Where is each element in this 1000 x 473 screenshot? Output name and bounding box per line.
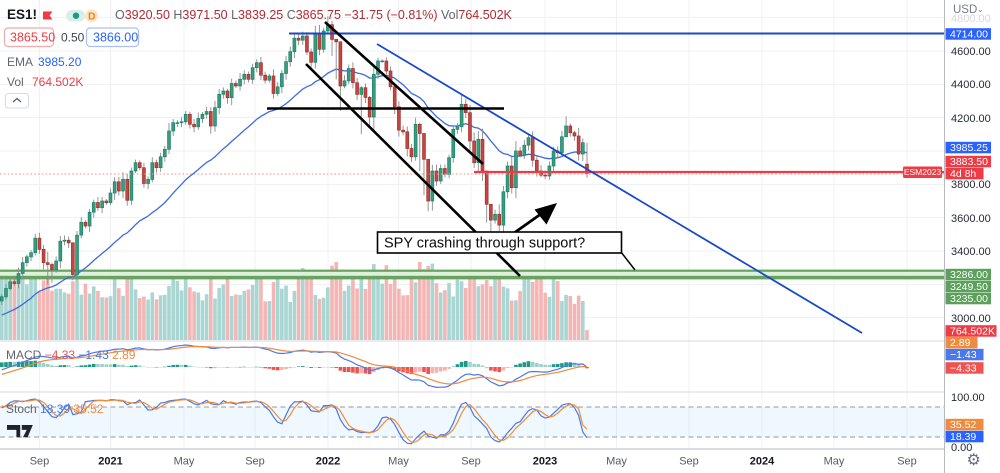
svg-text:2022: 2022 [316,456,340,468]
svg-text:4200.00: 4200.00 [951,113,991,125]
svg-text:MACD −4.33 −1.43 2.89: MACD −4.33 −1.43 2.89 [6,348,136,362]
svg-text:3866.00: 3866.00 [93,31,138,45]
svg-text:May: May [824,456,845,468]
svg-text:−1.43: −1.43 [950,349,977,361]
svg-text:3985.20: 3985.20 [38,55,82,69]
svg-text:Sep: Sep [679,456,699,468]
svg-text:3400.00: 3400.00 [951,246,991,258]
svg-text:4800.00: 4800.00 [951,13,991,25]
svg-text:3235.00: 3235.00 [950,293,988,305]
svg-text:3800.00: 3800.00 [951,179,991,191]
svg-text:764.502K: 764.502K [32,75,83,89]
svg-text:Sep: Sep [30,456,50,468]
svg-text:100.00: 100.00 [951,392,985,404]
svg-text:4600.00: 4600.00 [951,46,991,58]
svg-text:2.89: 2.89 [950,337,971,349]
svg-text:4714.00: 4714.00 [950,29,988,41]
svg-text:2021: 2021 [98,456,122,468]
svg-text:D: D [88,11,96,23]
svg-text:4d 8h: 4d 8h [950,168,976,180]
svg-text:ES1!: ES1! [7,7,37,22]
svg-text:3600.00: 3600.00 [951,213,991,225]
svg-text:Vol: Vol [7,75,24,89]
svg-text:⚙: ⚙ [967,452,981,469]
svg-text:USD: USD [953,4,977,16]
svg-text:4400.00: 4400.00 [951,79,991,91]
svg-text:3249.50: 3249.50 [950,281,988,293]
svg-text:3985.25: 3985.25 [950,142,988,154]
svg-text:3286.00: 3286.00 [950,269,988,281]
svg-text:SPY crashing through support?: SPY crashing through support? [384,236,585,252]
svg-text:EMA: EMA [7,55,33,69]
svg-text:3865.50: 3865.50 [10,31,55,45]
svg-text:⌄: ⌄ [977,5,984,14]
svg-text:Sep: Sep [245,456,265,468]
svg-text:764.502K: 764.502K [950,326,995,338]
svg-text:May: May [388,456,409,468]
svg-text:0.50: 0.50 [61,31,85,45]
svg-text:Stoch 18.39 35.52: Stoch 18.39 35.52 [6,402,104,416]
svg-text:35.52: 35.52 [950,419,976,431]
svg-text:May: May [606,456,627,468]
svg-text:3883.50: 3883.50 [950,156,988,168]
svg-text:2023: 2023 [533,456,557,468]
svg-text:3000.00: 3000.00 [951,313,991,325]
svg-text:−4.33: −4.33 [950,363,977,375]
svg-text:0.00: 0.00 [951,442,972,454]
svg-text:Sep: Sep [461,456,481,468]
svg-text:Sep: Sep [897,456,917,468]
svg-text:2024: 2024 [750,456,775,468]
svg-text:O3920.50 H3971.50 L3839.25 C38: O3920.50 H3971.50 L3839.25 C3865.75 −31.… [115,8,513,22]
svg-text:ESM2023: ESM2023 [904,167,942,177]
svg-text:18.39: 18.39 [950,431,976,443]
svg-text:May: May [174,456,195,468]
